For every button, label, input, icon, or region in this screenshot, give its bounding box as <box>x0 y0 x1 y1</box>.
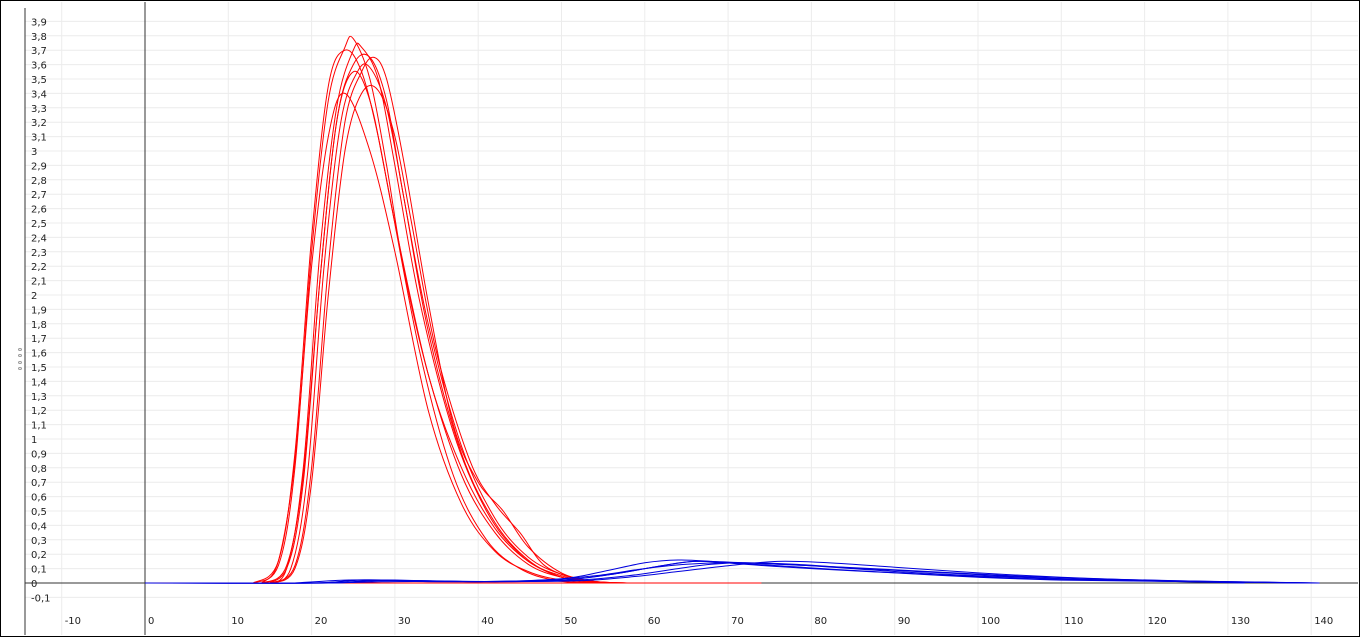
y-tick-label: 3,5 <box>31 75 47 86</box>
y-tick-label: 3,6 <box>31 61 47 72</box>
y-tick-label: 2 <box>31 291 37 302</box>
y-tick-label: 1,2 <box>31 406 47 417</box>
y-tick-label: 3,3 <box>31 104 47 115</box>
x-tick-label: 100 <box>981 616 1000 627</box>
y-tick-label: 3,7 <box>31 46 47 57</box>
x-tick-label: -10 <box>65 616 81 627</box>
y-tick-label: 0,3 <box>31 536 47 547</box>
red-series-line-8 <box>261 92 595 584</box>
x-tick-label: 20 <box>315 616 328 627</box>
drag-handle-icon[interactable] <box>17 348 23 370</box>
y-tick-label: 1,5 <box>31 363 47 374</box>
x-tick-label: 40 <box>481 616 494 627</box>
y-tick-label: 1,9 <box>31 305 47 316</box>
y-tick-label: 0,1 <box>31 565 47 576</box>
x-tick-label: 90 <box>898 616 911 627</box>
x-tick-label: 0 <box>148 616 154 627</box>
y-tick-label: 0,2 <box>31 550 47 561</box>
red-series-line-1 <box>252 49 629 584</box>
x-tick-label: 60 <box>648 616 661 627</box>
x-tick-label: 70 <box>731 616 744 627</box>
x-tick-label: 50 <box>565 616 578 627</box>
y-tick-label: 3 <box>31 147 37 158</box>
x-tick-label: 80 <box>814 616 827 627</box>
y-tick-label: 0,9 <box>31 449 47 460</box>
y-tick-label: -0,1 <box>31 593 51 604</box>
y-tick-label: 0,7 <box>31 478 47 489</box>
y-tick-label: 3,1 <box>31 133 47 144</box>
blue-series-line-16 <box>294 560 1245 584</box>
y-tick-label: 0,4 <box>31 521 47 532</box>
x-tick-label: 110 <box>1064 616 1083 627</box>
y-tick-label: 1 <box>31 435 37 446</box>
y-tick-label: 0 <box>31 579 37 590</box>
y-tick-label: 2,3 <box>31 248 47 259</box>
y-tick-label: 3,8 <box>31 32 47 43</box>
y-tick-label: 2,9 <box>31 161 47 172</box>
y-tick-label: 2,4 <box>31 233 47 244</box>
grid-layer <box>25 2 1358 635</box>
x-tick-label: 130 <box>1231 616 1250 627</box>
x-tick-label: 120 <box>1148 616 1167 627</box>
y-tick-label: 1,7 <box>31 334 47 345</box>
red-series-line-5 <box>269 56 629 584</box>
y-tick-label: 3,4 <box>31 89 47 100</box>
y-tick-label: 1,6 <box>31 349 47 360</box>
y-tick-label: 0,6 <box>31 493 47 504</box>
y-tick-label: 3,9 <box>31 17 47 28</box>
y-tick-label: 2,5 <box>31 219 47 230</box>
red-series-line-3 <box>261 42 620 584</box>
y-tick-label: 2,8 <box>31 176 47 187</box>
x-tick-label: 10 <box>231 616 244 627</box>
y-tick-label: 2,1 <box>31 277 47 288</box>
y-tick-label: 3,2 <box>31 118 47 129</box>
tick-label-layer: -10 0 10 20 30 40 50 60 70 80 90 100 110 120 130 140-0,… <box>31 17 1333 627</box>
y-tick-label: 1,8 <box>31 320 47 331</box>
y-tick-label: 2,7 <box>31 190 47 201</box>
y-tick-label: 2,6 <box>31 205 47 216</box>
red-series-line-7 <box>269 63 595 584</box>
y-tick-label: 2,2 <box>31 262 47 273</box>
y-tick-label: 1,1 <box>31 421 47 432</box>
x-tick-label: 140 <box>1314 616 1333 627</box>
x-tick-label: 30 <box>398 616 411 627</box>
y-tick-label: 0,8 <box>31 464 47 475</box>
y-tick-label: 1,4 <box>31 377 47 388</box>
series-layer <box>144 35 1320 584</box>
red-series-line-6 <box>269 84 612 584</box>
red-series-line-9 <box>269 70 587 584</box>
y-tick-label: 0,5 <box>31 507 47 518</box>
y-tick-label: 1,3 <box>31 392 47 403</box>
